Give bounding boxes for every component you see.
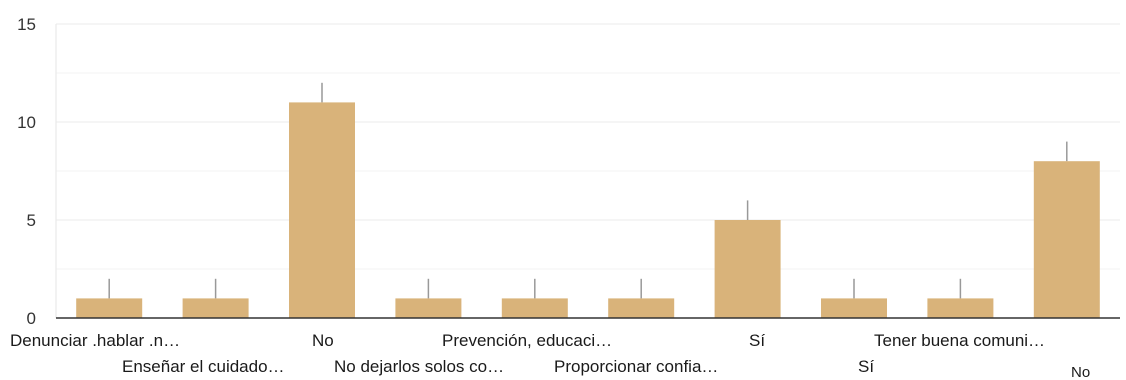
- x-category-label: No: [312, 331, 334, 350]
- bar: [927, 298, 994, 318]
- x-category-label: Sí: [858, 357, 874, 376]
- y-tick-label: 10: [17, 113, 36, 132]
- x-category-label: Tener buena comuni…: [874, 331, 1045, 350]
- x-category-label: No: [1071, 364, 1090, 380]
- x-category-label: Prevención, educaci…: [442, 331, 612, 350]
- x-category-label: Denunciar .hablar .n…: [10, 331, 180, 350]
- bar: [289, 102, 355, 319]
- bar: [714, 220, 781, 318]
- x-category-label: Sí: [749, 331, 765, 350]
- y-tick-label: 15: [17, 15, 36, 34]
- bar: [182, 298, 249, 318]
- y-tick-label: 0: [27, 309, 36, 328]
- bar: [1033, 161, 1100, 318]
- grid-lines: [55, 23, 1120, 318]
- x-category-label: Proporcionar confia…: [554, 357, 718, 376]
- x-category-label: Enseñar el cuidado…: [122, 357, 285, 376]
- x-category-label: No dejarlos solos co…: [334, 357, 504, 376]
- x-axis-labels: Denunciar .hablar .n… Enseñar el cuidado……: [10, 331, 1090, 380]
- bar: [501, 298, 568, 318]
- bar: [821, 298, 887, 318]
- error-bars: [108, 82, 1068, 299]
- bar: [608, 298, 675, 318]
- y-axis-ticks: 0 5 10 15: [17, 15, 36, 328]
- y-tick-label: 5: [27, 211, 36, 230]
- bar: [395, 298, 462, 318]
- bar: [76, 298, 143, 318]
- bars: [76, 102, 1100, 319]
